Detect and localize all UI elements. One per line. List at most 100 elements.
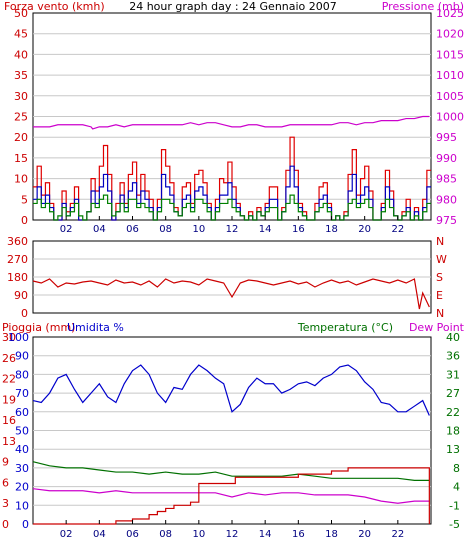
series-line-vento-medio-kmh-	[33, 194, 431, 221]
x-tick-label: 22	[391, 529, 404, 540]
rain-tick-label: 26	[2, 352, 16, 365]
x-tick-label: 08	[159, 224, 172, 235]
temperature-tick-label: 22	[446, 406, 460, 419]
wind-speed-tick-label: 35	[14, 69, 28, 82]
series-line-forza-vento-kmh-	[33, 136, 431, 221]
x-tick-label: 10	[192, 224, 205, 235]
temperature-tick-label: 8	[453, 462, 460, 475]
rain-tick-label: 3	[2, 497, 9, 510]
x-tick-label: 20	[358, 529, 371, 540]
x-tick-label: 14	[259, 224, 272, 235]
rain-tick-label: 30	[2, 331, 16, 344]
wind-speed-tick-label: 30	[14, 90, 28, 103]
x-tick-label: 04	[93, 224, 106, 235]
humidity-tick-label: 70	[15, 387, 29, 400]
humidity-tick-label: 60	[15, 406, 29, 419]
temperature-tick-label: 36	[446, 350, 460, 363]
humidity-tick-label: 50	[15, 425, 29, 438]
temperature-ticks: -5 -1 4 8 13 18 22 27 31 36 40	[446, 331, 460, 531]
humidity-tick-label: 30	[15, 462, 29, 475]
humidity-tick-label: 20	[15, 481, 29, 494]
direction-compass-label: S	[436, 271, 443, 284]
humidity-ticks: 0 10 20 30 40 50 60 70 80 90 100	[8, 331, 29, 531]
pressure-tick-label: 1025	[436, 7, 464, 20]
x-tick-label: 14	[259, 529, 272, 540]
x-tick-label: 02	[60, 224, 73, 235]
direction-compass-label: N	[436, 235, 444, 248]
pressure-tick-label: 1010	[436, 69, 464, 82]
direction-degree-ticks: 0 90 180 270 360	[7, 235, 28, 320]
x-tick-label: 20	[358, 224, 371, 235]
pressure-tick-label: 1000	[436, 111, 464, 124]
humidity-tick-label: 80	[15, 368, 29, 381]
temperature-tick-label: 27	[446, 387, 460, 400]
wind-direction-line	[32, 278, 430, 310]
humidity-tick-label: 10	[15, 499, 29, 512]
temperature-tick-label: -5	[449, 518, 460, 531]
temperature-tick-label: 40	[446, 331, 460, 344]
wind-speed-axis-label: Forza vento (kmh)	[4, 0, 105, 13]
x-tick-label: 22	[391, 224, 404, 235]
rain-humidity-temp-x-ticks: 02 04 06 08 10 12 14 16 18 20 22	[60, 520, 404, 540]
rain-humidity-temp-series	[32, 364, 430, 525]
dew-point-axis-label: Dew Point	[409, 321, 465, 334]
x-tick-label: 04	[93, 529, 106, 540]
wind-pressure-x-ticks: 02 04 06 08 10 12 14 16 18 20 22	[60, 216, 404, 235]
wind-pressure-series	[33, 115, 431, 221]
wind-direction-grid	[33, 258, 431, 296]
temperature-tick-label: -1	[449, 499, 460, 512]
rain-tick-label: 19	[2, 393, 16, 406]
wind-speed-tick-label: 20	[14, 131, 28, 144]
humidity-tick-label: 100	[8, 331, 29, 344]
wind-speed-tick-label: 10	[14, 173, 28, 186]
wind-speed-tick-label: 15	[14, 152, 28, 165]
wind-speed-tick-label: 45	[14, 28, 28, 41]
pressure-axis-label: Pressione (mb)	[382, 0, 464, 13]
rain-tick-label: 22	[2, 373, 16, 386]
x-tick-label: 06	[126, 529, 139, 540]
humidity-tick-label: 0	[22, 518, 29, 531]
pressure-tick-label: 990	[436, 152, 457, 165]
direction-degree-label: 360	[7, 235, 28, 248]
direction-degree-label: 90	[14, 289, 28, 302]
rain-tick-label: 6	[2, 476, 9, 489]
series-line-pioggia-mm	[33, 467, 430, 525]
x-tick-label: 12	[226, 224, 239, 235]
rain-ticks: 0 3 6 9 13 16 19 22 26 30	[2, 331, 16, 531]
rain-tick-label: 13	[2, 435, 16, 448]
wind-speed-tick-label: 5	[21, 193, 28, 206]
wind-speed-tick-label: 40	[14, 48, 28, 61]
direction-degree-label: 180	[7, 271, 28, 284]
temperature-tick-label: 31	[446, 368, 460, 381]
temperature-tick-label: 4	[453, 481, 460, 494]
temperature-tick-label: 18	[446, 425, 460, 438]
x-tick-label: 02	[60, 529, 73, 540]
pressure-tick-label: 1020	[436, 28, 464, 41]
x-tick-label: 10	[192, 529, 205, 540]
series-line-temperatura-c	[32, 461, 430, 481]
series-line-umidita	[32, 364, 430, 416]
direction-compass-label: N	[436, 307, 444, 320]
pressure-tick-label: 980	[436, 193, 457, 206]
x-tick-label: 06	[126, 224, 139, 235]
direction-compass-label: W	[436, 253, 447, 266]
rain-tick-label: 16	[2, 414, 16, 427]
wind-speed-tick-label: 50	[14, 7, 28, 20]
x-tick-label: 16	[292, 224, 305, 235]
direction-degree-label: 0	[21, 307, 28, 320]
wind-speed-tick-label: 25	[14, 111, 28, 124]
x-tick-label: 18	[325, 529, 338, 540]
pressure-ticks: 975 980 985 990 995 1000 1005 1010 1015 1020 1025	[436, 7, 464, 227]
pressure-tick-label: 1005	[436, 90, 464, 103]
wind-speed-tick-label: 0	[21, 214, 28, 227]
rain-tick-label: 0	[2, 518, 9, 531]
pressure-tick-label: 985	[436, 173, 457, 186]
wind-speed-ticks: 0 5 10 15 20 25 30 35 40 45 50	[14, 7, 28, 227]
x-tick-label: 08	[159, 529, 172, 540]
chart-title: 24 hour graph day : 24 Gennaio 2007	[129, 0, 337, 13]
